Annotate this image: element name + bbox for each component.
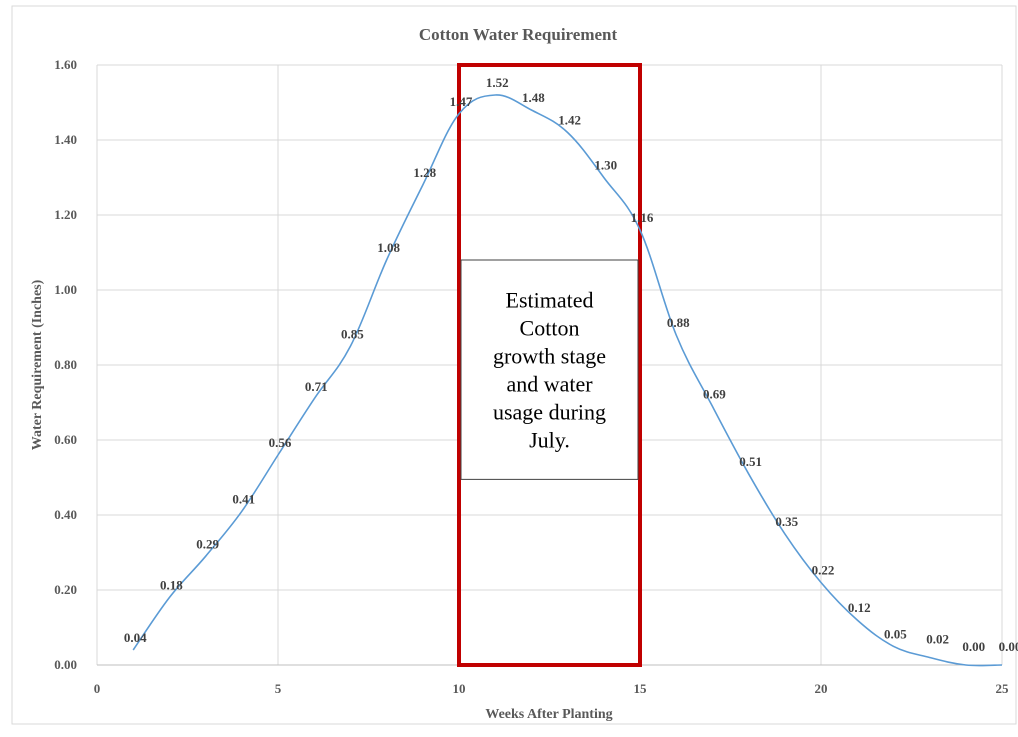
y-tick-label: 0.80: [54, 357, 77, 372]
data-label: 1.30: [594, 158, 617, 173]
x-tick-label: 10: [453, 681, 466, 696]
chart-title: Cotton Water Requirement: [419, 25, 618, 44]
annotation-line: and water: [506, 372, 593, 397]
x-tick-label: 15: [634, 681, 648, 696]
data-label: 0.51: [739, 454, 762, 469]
axes: 0.00 0.20 0.40 0.60 0.80 1.00 1.20 1.40 1.60 0 5 10…: [54, 57, 1009, 696]
data-label: 0.35: [775, 514, 798, 529]
data-label: 1.47: [450, 94, 473, 109]
series-line: [132, 94, 1003, 667]
data-label: 1.52: [486, 75, 509, 90]
annotation-line: Cotton: [520, 316, 580, 341]
y-axis-title: Water Requirement (Inches): [30, 279, 45, 450]
data-labels: 0.04 0.18 0.29 0.41 0.56 0.71 0.85 1.08 1.28 1.47…: [124, 75, 1018, 654]
data-label: 0.18: [160, 578, 183, 593]
data-label: 0.56: [269, 435, 292, 450]
data-label: 1.42: [558, 113, 581, 128]
annotation-line: usage during: [493, 400, 606, 425]
y-tick-label: 1.60: [54, 57, 77, 72]
data-label: 0.02: [926, 632, 949, 647]
x-tick-label: 20: [815, 681, 828, 696]
data-label: 0.22: [812, 563, 835, 578]
annotation-line: July.: [529, 428, 570, 453]
data-label: 0.85: [341, 326, 364, 341]
y-tick-label: 0.20: [54, 582, 77, 597]
data-label: 0.05: [884, 626, 907, 641]
data-label: 0.41: [232, 491, 255, 506]
data-label: 1.28: [413, 165, 436, 180]
data-label: 0.12: [848, 600, 871, 615]
highlight-rect: [457, 63, 642, 667]
annotation-line: Estimated: [506, 288, 594, 313]
y-tick-label: 0.00: [54, 657, 77, 672]
data-label: 0.00: [962, 639, 985, 654]
data-label: 0.71: [305, 379, 328, 394]
y-tick-label: 1.00: [54, 282, 77, 297]
data-label: 0.00: [999, 639, 1018, 654]
data-label: 0.29: [196, 536, 219, 551]
data-label: 1.48: [522, 90, 545, 105]
y-tick-label: 1.20: [54, 207, 77, 222]
data-label: 0.88: [667, 315, 690, 330]
y-tick-label: 1.40: [54, 132, 77, 147]
x-tick-label: 25: [996, 681, 1010, 696]
highlight-region: Estimated Cotton growth stage and water usag…: [457, 63, 642, 667]
data-label: 1.08: [377, 240, 400, 255]
annotation-line: growth stage: [493, 344, 606, 369]
y-tick-label: 0.40: [54, 507, 77, 522]
data-label: 0.69: [703, 386, 726, 401]
series: [132, 94, 1003, 667]
annotation-box: [460, 259, 639, 480]
x-tick-label: 5: [275, 681, 282, 696]
x-tick-label: 0: [94, 681, 101, 696]
data-label: 1.16: [631, 210, 654, 225]
x-axis-title: Weeks After Planting: [485, 707, 612, 722]
data-label: 0.04: [124, 630, 147, 645]
y-tick-label: 0.60: [54, 432, 77, 447]
